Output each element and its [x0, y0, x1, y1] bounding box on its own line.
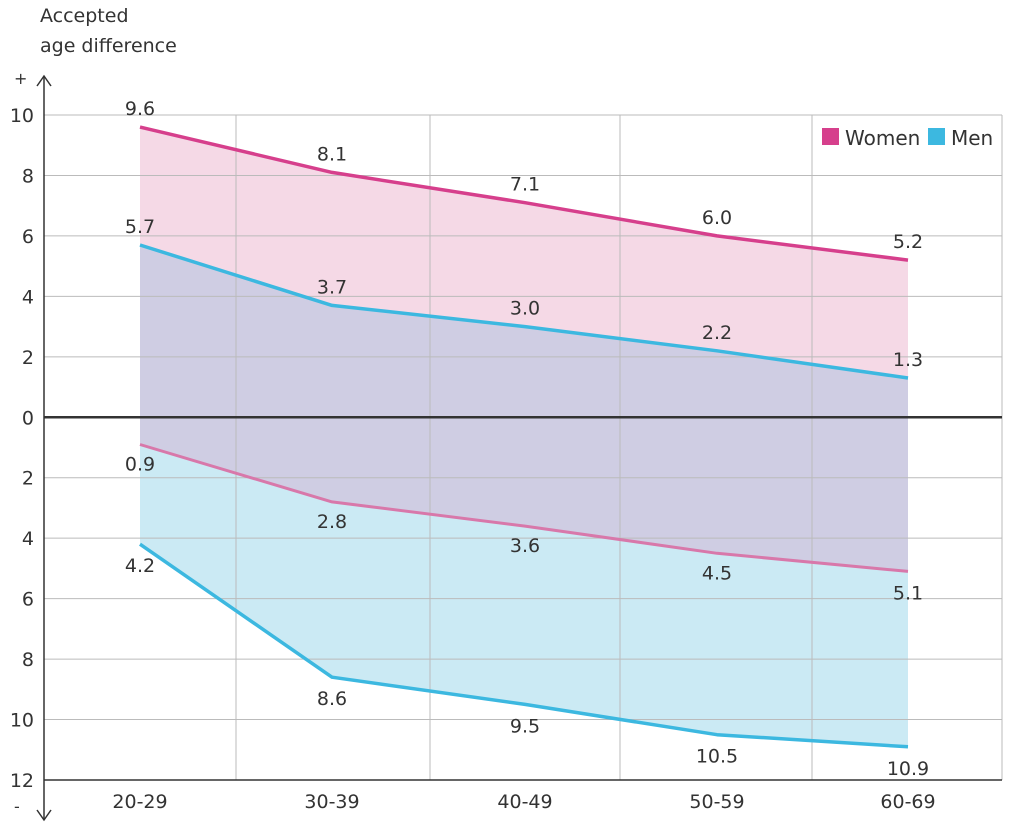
men-lower-data-label: 8.6 — [317, 688, 347, 710]
men-upper-data-label: 2.2 — [702, 322, 732, 344]
x-tick-label: 20-29 — [112, 791, 167, 813]
women-lower-data-label: 5.1 — [893, 582, 923, 604]
area-fills — [140, 127, 908, 747]
women-lower-data-label: 3.6 — [510, 535, 540, 557]
men-lower-data-label: 4.2 — [125, 555, 155, 577]
women-lower-data-label: 4.5 — [702, 562, 732, 584]
y-tick-label: 4 — [22, 286, 34, 308]
men-upper-data-label: 3.0 — [510, 298, 540, 320]
y-tick-label: 0 — [22, 407, 34, 429]
y-tick-label: 10 — [10, 710, 34, 732]
women-upper-data-label: 8.1 — [317, 143, 347, 165]
y-axis-title-line-1: Accepted — [40, 5, 129, 27]
x-tick-label: 60-69 — [880, 791, 935, 813]
men-lower-data-label: 10.5 — [696, 746, 738, 768]
men-upper-data-label: 3.7 — [317, 276, 347, 298]
y-axis-minus-sign: - — [14, 797, 20, 816]
y-tick-label: 8 — [22, 165, 34, 187]
y-tick-label: 2 — [22, 468, 34, 490]
x-tick-label: 50-59 — [689, 791, 744, 813]
y-tick-label: 6 — [22, 226, 34, 248]
y-tick-label: 2 — [22, 347, 34, 369]
y-axis-title-line-2: age difference — [40, 35, 177, 57]
men-upper-data-label: 1.3 — [893, 349, 923, 371]
men-lower-data-label: 10.9 — [887, 758, 929, 780]
women-lower-data-label: 0.9 — [125, 453, 155, 475]
women-lower-data-label: 2.8 — [317, 511, 347, 533]
women-upper-data-label: 6.0 — [702, 207, 732, 229]
y-tick-label: 12 — [10, 770, 34, 792]
legend-men-label: Men — [951, 126, 993, 150]
y-tick-label: 10 — [10, 105, 34, 127]
men-lower-data-label: 9.5 — [510, 715, 540, 737]
women-upper-data-label: 9.6 — [125, 98, 155, 120]
y-tick-label: 8 — [22, 649, 34, 671]
y-axis-plus-sign: + — [14, 69, 27, 88]
x-tick-label: 40-49 — [497, 791, 552, 813]
x-tick-label: 30-39 — [304, 791, 359, 813]
legend-women-label: Women — [845, 126, 920, 150]
y-tick-label: 6 — [22, 589, 34, 611]
legend: Women Men — [822, 126, 993, 150]
legend-women-swatch — [822, 128, 839, 145]
age-difference-chart: Accepted age difference + - 10 8 6 4 2 0 2 4 6 8 1… — [0, 0, 1024, 833]
men-upper-data-label: 5.7 — [125, 216, 155, 238]
women-upper-data-label: 5.2 — [893, 231, 923, 253]
y-tick-label: 4 — [22, 528, 34, 550]
legend-men-swatch — [928, 128, 945, 145]
women-upper-data-label: 7.1 — [510, 174, 540, 196]
